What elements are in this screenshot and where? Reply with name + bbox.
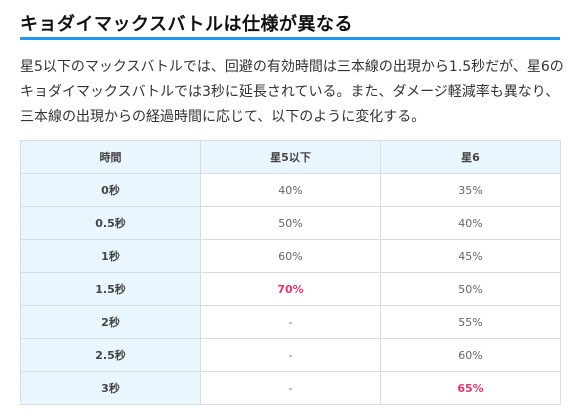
row-star5-value: 60% [200,239,381,273]
row-star5-value: - [200,338,381,372]
table-row: 3秒 - 65% [20,371,561,405]
row-star5-value: 50% [200,206,381,240]
row-star5-value: 70% [200,272,381,306]
header-star5: 星5以下 [200,140,381,174]
table-row: 0.5秒 50% 40% [20,206,561,240]
intro-paragraph: 星5以下のマックスバトルでは、回避の有効時間は三本線の出現から1.5秒だが、星6… [20,59,564,125]
table-row: 1.5秒 70% 50% [20,272,561,306]
header-time: 時間 [20,140,201,174]
damage-reduction-table: 時間 星5以下 星6 0秒 40% 35% 0.5秒 50% 40% 1秒 60… [20,140,561,405]
table-row: 0秒 40% 35% [20,173,561,207]
row-star5-value: - [200,371,381,405]
row-time: 1.5秒 [20,272,201,306]
table-row: 2.5秒 - 60% [20,338,561,372]
header-star6: 星6 [380,140,561,174]
row-time: 0秒 [20,173,201,207]
row-star5-value: 40% [200,173,381,207]
row-star5-value: - [200,305,381,339]
table-header-row: 時間 星5以下 星6 [20,140,561,174]
row-time: 3秒 [20,371,201,405]
row-star6-value: 55% [380,305,561,339]
table-row: 2秒 - 55% [20,305,561,339]
row-star6-value: 60% [380,338,561,372]
row-time: 0.5秒 [20,206,201,240]
row-time: 1秒 [20,239,201,273]
row-star6-value: 65% [380,371,561,405]
row-time: 2秒 [20,305,201,339]
row-star6-value: 40% [380,206,561,240]
row-star6-value: 45% [380,239,561,273]
table-row: 1秒 60% 45% [20,239,561,273]
row-star6-value: 35% [380,173,561,207]
row-time: 2.5秒 [20,338,201,372]
row-star6-value: 50% [380,272,561,306]
section-heading-text: キョダイマックスバトルは仕様が異なる [20,14,353,35]
section-heading: キョダイマックスバトルは仕様が異なる [20,6,560,40]
